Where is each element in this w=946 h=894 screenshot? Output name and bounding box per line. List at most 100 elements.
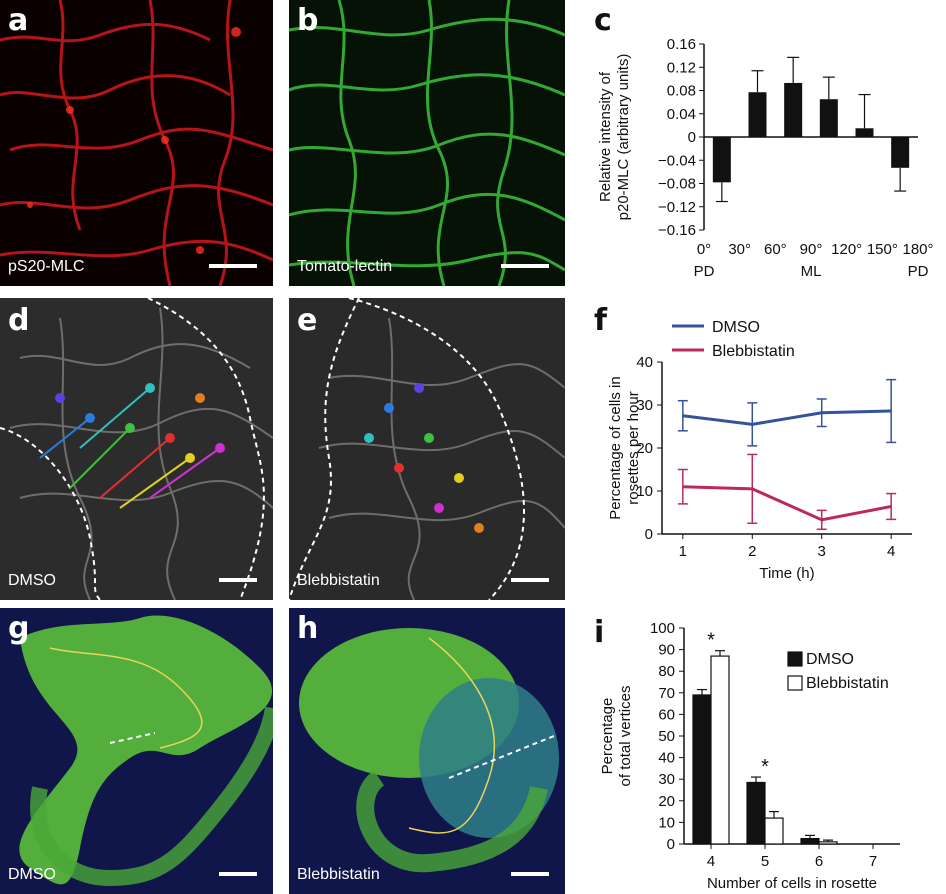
scale-bar-e — [511, 578, 549, 582]
i-bar — [800, 838, 820, 845]
scale-bar-b — [501, 264, 549, 268]
i-ytick-label: 10 — [658, 814, 675, 831]
c-xsublabel: ML — [801, 263, 822, 280]
caption-e: Blebbistatin — [297, 572, 380, 589]
i-bar — [692, 694, 712, 845]
caption-d: DMSO — [8, 572, 56, 589]
c-ytick-label: −0.08 — [658, 176, 696, 193]
f-xtick-label: 2 — [748, 543, 756, 560]
panel-g-micrograph: g DMSO — [0, 608, 273, 894]
i-ytick-label: 50 — [658, 728, 675, 745]
c-xtick-label: 30° — [728, 241, 751, 258]
i-ylabel: of total vertices — [617, 686, 634, 787]
scale-bar-h — [511, 872, 549, 876]
i-ytick-label: 20 — [658, 793, 675, 810]
scale-bar-g — [219, 872, 257, 876]
i-xtick-label: 7 — [869, 853, 877, 870]
c-xsublabel: PD — [908, 263, 929, 280]
panel-label-h: h — [297, 611, 319, 646]
f-ytick-label: 20 — [636, 440, 653, 457]
f-ytick-label: 40 — [636, 354, 653, 371]
caption-h: Blebbistatin — [297, 866, 380, 883]
scale-bar-d — [219, 578, 257, 582]
f-xtick-label: 3 — [818, 543, 826, 560]
i-ytick-label: 70 — [658, 685, 675, 702]
panel-b-micrograph: b Tomato-lectin — [289, 0, 565, 286]
chart-c: 0.16 0.12 0.08 0.04 0 −0.04 −0.08 −0.12 −0.16 0° 3… — [580, 0, 946, 300]
c-xtick-label: 90° — [800, 241, 823, 258]
c-bar — [748, 92, 767, 137]
i-significance-mark: * — [761, 756, 769, 778]
f-ytick-label: 10 — [636, 483, 653, 500]
caption-a: pS20-MLC — [8, 258, 85, 275]
panel-label-c: c — [594, 3, 612, 38]
chart-f: 0 10 20 30 40 1 2 3 4 Time (h) Percentage of cells… — [580, 300, 946, 600]
i-ytick-label: 100 — [650, 620, 675, 637]
f-ytick-label: 30 — [636, 397, 653, 414]
c-xtick-label: 180° — [902, 241, 933, 258]
c-ytick-label: −0.16 — [658, 222, 696, 239]
caption-g: DMSO — [8, 866, 56, 883]
i-ylabel: Percentage — [599, 698, 616, 775]
green-membrane-stain-image — [289, 0, 565, 286]
c-ytick-label: 0.12 — [667, 59, 696, 76]
scale-bar-a — [209, 264, 257, 268]
c-xtick-label: 0° — [697, 241, 711, 258]
i-bar — [818, 841, 838, 845]
panel-d-micrograph: d DMSO — [0, 298, 273, 600]
f-ytick-label: 0 — [645, 526, 653, 543]
i-ytick-label: 90 — [658, 642, 675, 659]
f-legend-label: Blebbistatin — [712, 343, 795, 360]
i-ytick-label: 60 — [658, 706, 675, 723]
caption-b: Tomato-lectin — [297, 258, 393, 275]
i-legend-swatch — [787, 651, 803, 667]
red-membrane-stain-image — [0, 0, 273, 286]
c-xtick-label: 150° — [867, 241, 898, 258]
c-ytick-label: 0 — [688, 129, 696, 146]
i-bar — [746, 781, 766, 845]
panel-label-a: a — [8, 3, 29, 38]
i-xtick-label: 4 — [707, 853, 715, 870]
c-ytick-label: 0.08 — [667, 83, 696, 100]
f-ylabel: Percentage of cells in — [607, 376, 624, 519]
i-legend-label: DMSO — [806, 651, 854, 668]
blebbistatin-tissue-image — [299, 628, 559, 873]
f-ylabel: rosettes per hour — [625, 391, 642, 504]
dmso-tissue-image — [19, 615, 273, 887]
panel-label-e: e — [297, 303, 318, 338]
f-series-line — [682, 485, 892, 522]
chart-c-svg: 0.16 0.12 0.08 0.04 0 −0.04 −0.08 −0.12 −0.160° 3… — [597, 36, 934, 280]
i-xtick-label: 6 — [815, 853, 823, 870]
panel-e-micrograph: e Blebbistatin — [289, 298, 565, 600]
f-series-line — [682, 409, 892, 426]
i-legend-swatch — [787, 675, 803, 691]
chart-i-svg: 0 10 20 30 40 50 60 70 80 90 100 4 5 6 7 * * Number of ce… — [599, 620, 900, 892]
i-ytick-label: 0 — [667, 836, 675, 853]
c-xsublabel: PD — [694, 263, 715, 280]
panel-label-g: g — [8, 611, 30, 646]
f-legend-label: DMSO — [712, 319, 760, 336]
c-ytick-label: −0.04 — [658, 152, 696, 169]
i-ytick-label: 40 — [658, 750, 675, 767]
c-ytick-label: 0.16 — [667, 36, 696, 53]
i-xlabel: Number of cells in rosette — [707, 875, 877, 892]
panel-a-micrograph: a pS20-MLC — [0, 0, 273, 286]
i-bar — [764, 817, 784, 845]
f-xlabel: Time (h) — [759, 565, 814, 582]
c-xtick-label: 120° — [831, 241, 862, 258]
panel-label-d: d — [8, 303, 30, 338]
chart-i: 0 10 20 30 40 50 60 70 80 90 100 4 5 6 7 * * Number of ce… — [580, 600, 946, 894]
f-xtick-label: 1 — [679, 543, 687, 560]
i-bar — [710, 655, 730, 845]
c-bar — [855, 128, 874, 137]
dmso-cell-tracks-image — [0, 298, 273, 600]
f-xtick-label: 4 — [887, 543, 895, 560]
c-bar — [819, 99, 838, 137]
blebbistatin-cell-tracks-image — [289, 298, 565, 600]
c-ylabel: Relative intensity of — [597, 71, 614, 202]
i-significance-mark: * — [707, 630, 715, 652]
c-bar — [784, 82, 803, 137]
i-ytick-label: 30 — [658, 771, 675, 788]
i-ytick-label: 80 — [658, 663, 675, 680]
c-bar — [712, 137, 731, 183]
